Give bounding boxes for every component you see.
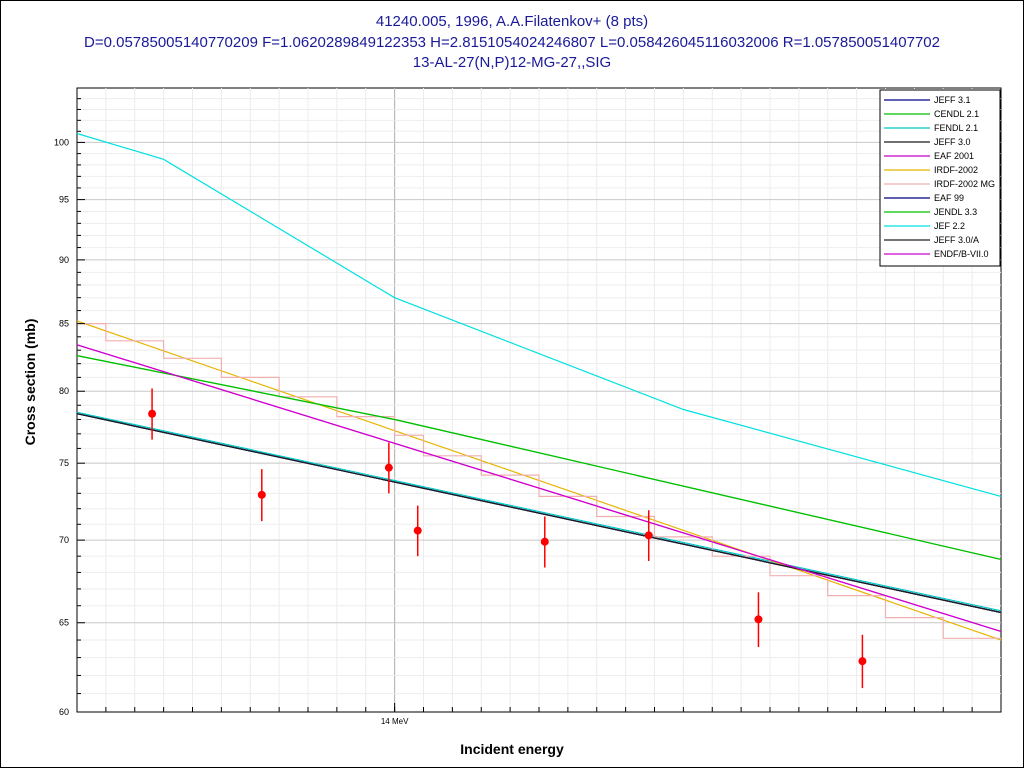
legend-label-7: EAF 99 xyxy=(934,193,964,203)
legend-label-11: ENDF/B-VII.0 xyxy=(934,249,989,259)
legend-label-10: JEFF 3.0/A xyxy=(934,235,979,245)
y-tick-label: 65 xyxy=(59,618,69,628)
legend-label-8: JENDL 3.3 xyxy=(934,207,977,217)
legend-label-1: CENDL 2.1 xyxy=(934,109,979,119)
y-tick-label: 60 xyxy=(59,707,69,717)
series-layer xyxy=(76,132,1002,641)
y-axis-label: Cross section (mb) xyxy=(22,318,38,446)
legend-box xyxy=(879,89,1001,267)
legend-label-3: JEFF 3.0 xyxy=(934,137,971,147)
y-tick-label: 90 xyxy=(59,255,69,265)
y-tick-label: 95 xyxy=(59,195,69,205)
series-line-8 xyxy=(76,355,1002,560)
legend-label-2: FENDL 2.1 xyxy=(934,123,978,133)
y-tick-label: 70 xyxy=(59,535,69,545)
measurement-points xyxy=(148,388,867,689)
legend-label-6: IRDF-2002 MG xyxy=(934,179,995,189)
chart-subtitle: D=0.05785005140770209 F=1.06202898491223… xyxy=(84,34,940,51)
data-point-7 xyxy=(858,657,867,666)
legend-label-4: EAF 2001 xyxy=(934,151,974,161)
series-line-2 xyxy=(76,411,1002,612)
axis-layer: 14 MeV 60 65 70 75 80 85 90 95 100 xyxy=(54,98,973,726)
legend-label-5: IRDF-2002 xyxy=(934,165,978,175)
grid-layer xyxy=(77,88,1001,712)
data-point-3 xyxy=(413,526,422,535)
legend: JEFF 3.1 CENDL 2.1 FENDL 2.1 JEFF 3.0 EAF 20… xyxy=(879,89,1001,267)
chart-reaction-label: 13-AL-27(N,P)12-MG-27,,SIG xyxy=(412,54,612,71)
series-line-10 xyxy=(76,413,1002,614)
legend-label-9: JEF 2.2 xyxy=(934,221,965,231)
data-point-4 xyxy=(540,537,549,546)
chart-title: 41240.005, 1996, A.A.Filatenkov+ (8 pts) xyxy=(375,13,649,30)
series-line-11 xyxy=(76,344,1002,632)
y-tick-label: 100 xyxy=(54,137,69,147)
data-point-5 xyxy=(644,531,653,540)
series-line-6 xyxy=(77,323,1001,639)
y-tick-label: 85 xyxy=(59,319,69,329)
series-line-9 xyxy=(76,132,1002,497)
x-tick-label: 14 MeV xyxy=(381,717,409,726)
x-axis-label: Incident energy xyxy=(460,741,564,757)
data-point-0 xyxy=(148,409,157,418)
data-point-6 xyxy=(754,615,763,624)
data-point-1 xyxy=(257,490,266,499)
data-point-2 xyxy=(384,463,393,472)
legend-label-0: JEFF 3.1 xyxy=(934,95,971,105)
y-tick-label: 75 xyxy=(59,458,69,468)
y-tick-label: 80 xyxy=(59,386,69,396)
